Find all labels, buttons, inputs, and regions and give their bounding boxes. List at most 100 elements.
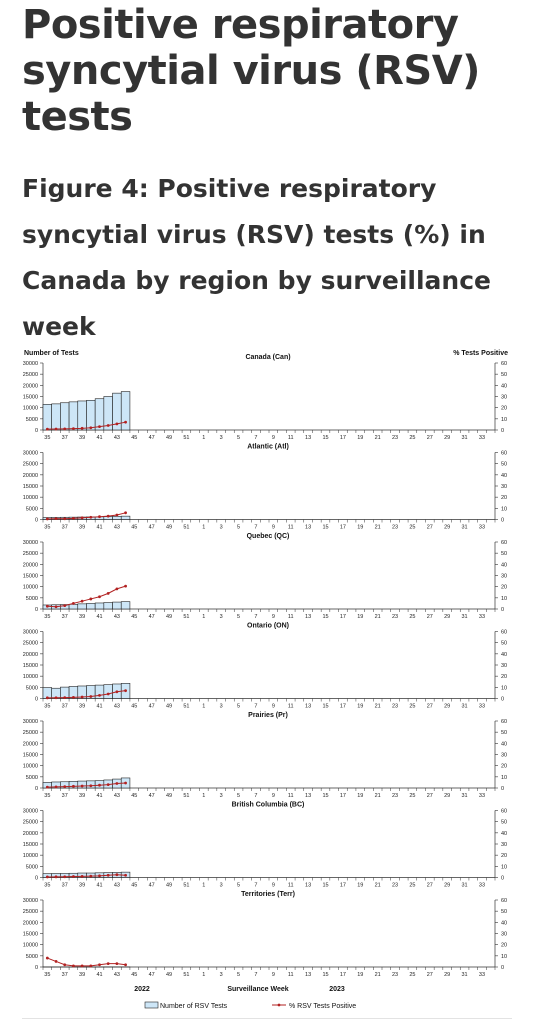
x-tick-label: 31: [462, 525, 468, 531]
x-tick-label: 33: [479, 525, 485, 531]
pct-positive-point: [89, 515, 93, 519]
x-tick-label: 41: [96, 704, 102, 710]
x-tick-label: 41: [96, 614, 102, 620]
x-tick-label: 9: [272, 704, 275, 710]
y-tick-label: 10000: [23, 764, 38, 770]
x-tick-label: 37: [62, 525, 68, 531]
test-count-bar: [103, 684, 113, 699]
rsv-regional-chart: Number of Tests % Tests Positive Canada (C…: [23, 350, 508, 1010]
pct-positive-point: [80, 426, 84, 430]
x-tick-label: 1: [202, 793, 205, 799]
y2-tick-label: 0: [501, 786, 504, 792]
y2-tick-label: 40: [501, 741, 507, 747]
y2-tick-label: 50: [501, 909, 507, 915]
y2-tick-label: 0: [501, 607, 504, 613]
pct-positive-point: [72, 784, 75, 788]
x-tick-label: 1: [202, 435, 205, 441]
y2-tick-label: 60: [501, 361, 507, 367]
x-tick-label: 37: [62, 972, 68, 978]
y-tick-label: 20000: [23, 473, 38, 479]
y-tick-label: 0: [35, 876, 38, 882]
x-tick-label: 35: [44, 883, 50, 889]
pct-positive-line: [47, 690, 126, 699]
pct-positive-point: [124, 420, 127, 424]
x-tick-label: 27: [427, 704, 433, 710]
y-tick-label: 5000: [26, 506, 38, 512]
x-tick-label: 13: [305, 793, 311, 799]
x-tick-label: 3: [220, 793, 223, 799]
x-tick-label: 7: [254, 525, 257, 531]
y2-tick-label: 60: [501, 898, 507, 904]
x-tick-label: 33: [479, 435, 485, 441]
pct-positive-point: [80, 964, 84, 968]
x-tick-label: 21: [375, 435, 381, 441]
x-tick-label: 41: [96, 525, 102, 531]
x-tick-label: 31: [462, 972, 468, 978]
x-tick-label: 31: [462, 793, 468, 799]
y-tick-label: 5000: [26, 596, 38, 602]
pct-positive-point: [98, 515, 101, 519]
pct-positive-point: [89, 426, 93, 430]
x-tick-label: 47: [149, 525, 155, 531]
pct-positive-point: [80, 784, 84, 788]
x-tick-label: 27: [427, 435, 433, 441]
pct-positive-point: [106, 424, 110, 427]
x-tick-label: 23: [392, 883, 398, 889]
pct-positive-point: [45, 696, 49, 700]
x-tick-label: 35: [44, 972, 50, 978]
pct-positive-point: [98, 963, 101, 967]
pct-positive-point: [72, 875, 75, 878]
x-tick-label: 17: [340, 525, 346, 531]
x-tick-label: 39: [79, 972, 85, 978]
pct-positive-point: [106, 783, 110, 787]
x-tick-label: 21: [375, 883, 381, 889]
pct-positive-point: [124, 873, 127, 877]
y2-tick-label: 60: [501, 540, 507, 546]
x-tick-label: 19: [357, 793, 363, 799]
right-axis-label: % Tests Positive: [453, 350, 508, 357]
x-tick-label: 11: [288, 704, 294, 710]
x-tick-label: 23: [392, 972, 398, 978]
x-tick-label: 29: [444, 883, 450, 889]
pct-positive-point: [54, 427, 58, 431]
x-tick-label: 15: [322, 793, 328, 799]
pct-positive-point: [115, 782, 119, 785]
x-tick-label: 15: [322, 435, 328, 441]
x-tick-label: 7: [254, 435, 257, 441]
x-tick-label: 3: [220, 883, 223, 889]
x-tick-label: 51: [183, 435, 189, 441]
x-tick-label: 23: [392, 614, 398, 620]
x-tick-label: 7: [254, 793, 257, 799]
x-tick-label: 37: [62, 435, 68, 441]
x-tick-label: 27: [427, 525, 433, 531]
pct-positive-point: [63, 517, 67, 521]
y-tick-label: 20000: [23, 920, 38, 926]
x-tick-label: 45: [131, 525, 137, 531]
x-tick-label: 35: [44, 525, 50, 531]
x-tick-label: 23: [392, 704, 398, 710]
x-tick-label: 35: [44, 614, 50, 620]
pct-positive-point: [72, 427, 75, 431]
panel-title: Territories (Terr): [241, 891, 295, 898]
x-tick-label: 13: [305, 614, 311, 620]
panel-title: Canada (Can): [245, 354, 290, 361]
left-axis-label: Number of Tests: [24, 350, 79, 357]
x-tick-label: 5: [237, 883, 240, 889]
x-tick-label: 37: [62, 883, 68, 889]
test-count-bar: [120, 391, 131, 431]
pct-positive-point: [89, 964, 93, 968]
x-tick-label: 19: [357, 435, 363, 441]
y2-tick-label: 30: [501, 484, 507, 490]
x-tick-label: 39: [79, 883, 85, 889]
y-tick-label: 15000: [23, 484, 38, 490]
y2-tick-label: 0: [501, 697, 504, 703]
y-tick-label: 20000: [23, 652, 38, 658]
x-tick-label: 17: [340, 614, 346, 620]
y2-tick-label: 20: [501, 406, 507, 412]
pct-positive-point: [45, 604, 49, 608]
pct-positive-point: [115, 962, 119, 966]
x-tick-label: 35: [44, 704, 50, 710]
x-tick-label: 3: [220, 614, 223, 620]
x-tick-label: 43: [114, 435, 120, 441]
x-tick-label: 27: [427, 883, 433, 889]
